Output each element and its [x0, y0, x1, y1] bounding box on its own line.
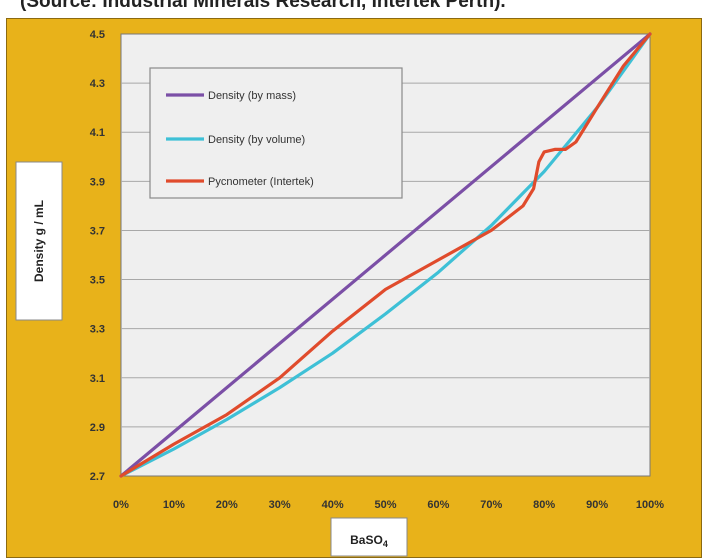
y-tick-label: 3.3	[90, 324, 105, 336]
x-tick-labels: 0% 10% 20% 30% 40% 50% 60% 70% 80% 90% 100%	[113, 499, 664, 511]
legend-label: Pycnometer (Intertek)	[208, 176, 314, 188]
x-tick-label: 10%	[163, 499, 185, 511]
x-tick-label: 90%	[586, 499, 608, 511]
y-tick-label: 2.7	[90, 471, 105, 483]
y-tick-label: 3.9	[90, 176, 105, 188]
legend: Density (by mass) Density (by volume) Pycn…	[149, 67, 403, 199]
y-tick-label: 2.9	[90, 422, 105, 434]
x-tick-label: 40%	[322, 499, 344, 511]
series-line-3	[119, 32, 652, 478]
y-tick-label: 4.1	[90, 127, 105, 139]
y-tick-label: 3.1	[90, 373, 105, 385]
x-axis-title-box	[330, 517, 408, 557]
legend-box	[149, 67, 403, 199]
series-line-1	[119, 32, 652, 478]
x-tick-label: 60%	[427, 499, 449, 511]
x-tick-label: 70%	[480, 499, 502, 511]
x-tick-label: 20%	[216, 499, 238, 511]
x-tick-label: 100%	[636, 499, 664, 511]
y-axis-title-box	[15, 161, 63, 321]
series-lines	[119, 32, 652, 478]
x-axis-title-sub: 4	[383, 539, 388, 549]
source-caption: (Source: Industrial Minerals Research, I…	[20, 0, 506, 12]
y-tick-label: 4.3	[90, 78, 105, 90]
x-tick-label: 50%	[374, 499, 396, 511]
x-tick-label: 30%	[269, 499, 291, 511]
x-axis-title: BaSO4	[350, 533, 388, 549]
legend-label: Density (by mass)	[208, 90, 296, 102]
legend-label: Density (by volume)	[208, 134, 305, 146]
y-tick-labels: 2.7 2.9 3.1 3.3 3.5 3.7 3.9 4.1 4.3 4.5	[90, 29, 105, 483]
y-tick-label: 3.7	[90, 225, 105, 237]
x-axis-title-main: BaSO	[350, 533, 383, 547]
y-axis-title: Density g / mL	[32, 200, 46, 282]
x-tick-label: 0%	[113, 499, 129, 511]
x-tick-label: 80%	[533, 499, 555, 511]
y-tick-label: 4.5	[90, 29, 105, 41]
y-tick-label: 3.5	[90, 275, 105, 287]
